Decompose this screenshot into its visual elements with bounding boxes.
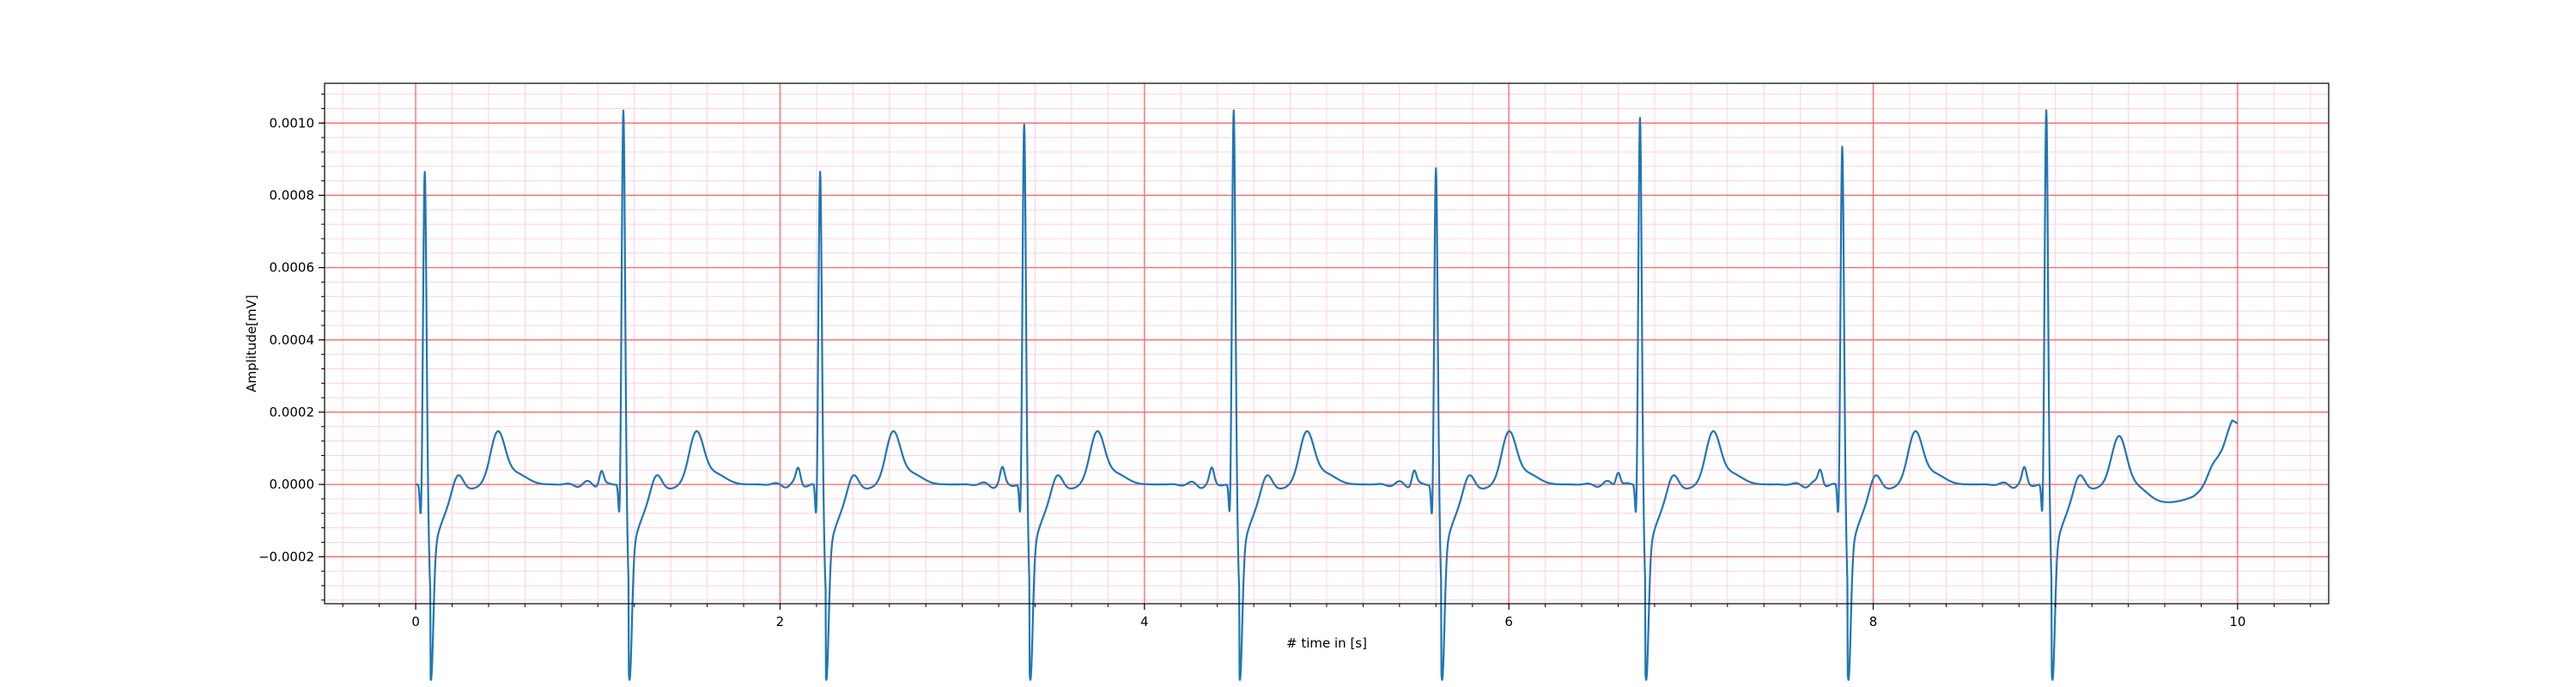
x-tick-label: 4 (1140, 614, 1149, 629)
y-tick-label: 0.0004 (270, 332, 315, 348)
x-tick-label: 10 (2229, 614, 2245, 629)
y-tick-label: 0.0002 (270, 404, 315, 420)
y-axis-ticks: −0.0002 0.0000 0.0002 0.0004 0.0006 0.0008 0.0… (258, 94, 325, 601)
y-tick-label: 0.0000 (270, 477, 315, 492)
y-axis-label: Amplitude[mV] (244, 295, 259, 392)
ecg-signal-line (415, 109, 2239, 681)
x-tick-label: 0 (411, 614, 420, 629)
series-layer (415, 109, 2239, 681)
x-tick-label: 8 (1869, 614, 1878, 629)
x-tick-label: 2 (776, 614, 785, 629)
y-tick-label: 0.0010 (270, 115, 315, 131)
major-grid (325, 83, 2329, 604)
x-axis-ticks: 0 2 4 6 8 10 (342, 604, 2312, 629)
y-tick-label: −0.0002 (258, 549, 314, 564)
y-tick-label: 0.0006 (270, 260, 315, 276)
x-axis-label: # time in [s] (1286, 635, 1367, 651)
x-tick-label: 6 (1504, 614, 1513, 629)
y-tick-label: 0.0008 (270, 187, 315, 203)
minor-grid (325, 83, 2329, 604)
